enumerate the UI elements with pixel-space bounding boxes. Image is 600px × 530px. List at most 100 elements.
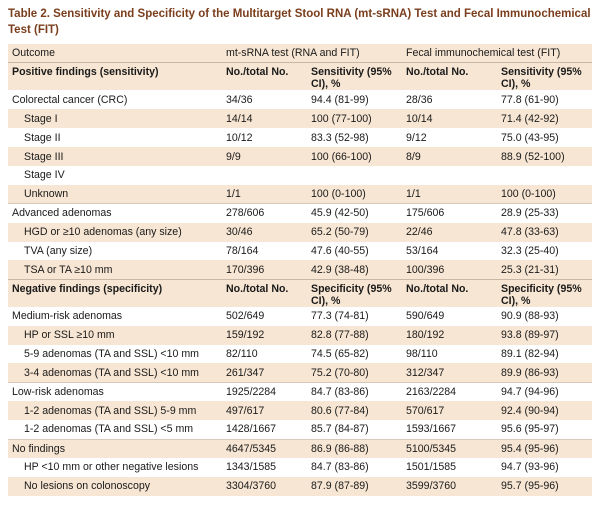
- mt-srna-sensitivity: 75.2 (70-80): [307, 363, 402, 383]
- mt-srna-count: 159/192: [222, 325, 307, 345]
- mt-srna-stat-header: Specificity (95% CI), %: [307, 278, 402, 307]
- row-label: Stage IV: [24, 169, 65, 182]
- mt-srna-sensitivity: 85.7 (84-87): [311, 423, 369, 436]
- fit-count: 590/649: [406, 310, 445, 323]
- row-label: 1-2 adenomas (TA and SSL) 5-9 mm: [8, 401, 222, 421]
- mt-srna-count: [222, 166, 307, 185]
- mt-srna-stat-header: Sensitivity (95% CI), %: [307, 62, 402, 91]
- fit-count: 570/617: [402, 401, 497, 421]
- section-label: Negative findings (specificity): [8, 278, 222, 307]
- header-mt-srna: mt-sRNA test (RNA and FIT): [222, 44, 402, 63]
- mt-srna-count: 497/617: [222, 401, 307, 421]
- mt-srna-count: 278/606: [222, 203, 307, 223]
- mt-srna-count: 9/9: [222, 147, 307, 166]
- fit-count: 180/192: [402, 325, 497, 345]
- mt-srna-count: 261/347: [222, 363, 307, 383]
- fit-count: 2163/2284: [402, 381, 497, 402]
- table-row: Medium-risk adenomas 502/649 77.3 (74-81) 5…: [8, 307, 592, 326]
- table-row: 3-4 adenomas (TA and SSL) <10 mm 261/347 7…: [8, 363, 593, 383]
- fit-sensitivity: 28.9 (25-33): [497, 203, 593, 223]
- row-label: Advanced adenomas: [8, 203, 222, 223]
- table-header-row: Outcome mt-sRNA test (RNA and FIT) Fecal…: [8, 44, 593, 63]
- fit-count: 98/110: [406, 348, 438, 361]
- fit-sensitivity: [497, 166, 592, 185]
- row-label: Colorectal cancer (CRC): [12, 93, 128, 106]
- mt-srna-count: 1925/2284: [222, 381, 307, 402]
- mt-srna-sensitivity: 100 (0-100): [307, 184, 402, 204]
- row-label: HP or SSL ≥10 mm: [8, 325, 222, 345]
- mt-srna-sensitivity: 82.8 (77-88): [307, 325, 402, 345]
- mt-srna-sensitivity: 45.9 (42-50): [307, 203, 402, 223]
- fit-sensitivity: 88.9 (52-100): [497, 147, 593, 166]
- table-row: Advanced adenomas 278/606 45.9 (42-50) 175/…: [8, 203, 593, 223]
- row-label: No lesions on colonoscopy: [8, 476, 222, 496]
- fit-count: 3599/3760: [402, 476, 497, 496]
- table-row: No findings 4647/5345 86.9 (86-88) 5100/534…: [8, 438, 593, 458]
- fit-sensitivity: 95.6 (95-97): [501, 423, 559, 436]
- mt-srna-count: 78/164: [226, 244, 259, 257]
- table-row: 1-2 adenomas (TA and SSL) <5 mm 1428/1667…: [8, 420, 592, 439]
- fit-sensitivity: 25.3 (21-31): [497, 260, 593, 280]
- row-label: HP <10 mm or other negative lesions: [24, 461, 199, 474]
- table-title: Table 2. Sensitivity and Specificity of …: [8, 8, 591, 36]
- fit-count: 1593/1667: [406, 423, 457, 436]
- mt-srna-sensitivity: [307, 166, 402, 185]
- mt-srna-count: 170/396: [222, 260, 307, 280]
- fit-sensitivity: 95.4 (95-96): [497, 438, 593, 458]
- mt-srna-sensitivity: 87.9 (87-89): [307, 476, 402, 496]
- row-label: Medium-risk adenomas: [12, 310, 123, 323]
- row-label: Stage II: [24, 131, 61, 144]
- fit-sensitivity: 32.3 (25-40): [501, 244, 559, 257]
- fit-count: 312/347: [402, 363, 497, 383]
- fit-sensitivity: 100 (0-100): [497, 184, 593, 204]
- mt-srna-sensitivity: 83.3 (52-98): [311, 131, 369, 144]
- mt-srna-count: 30/46: [222, 222, 307, 242]
- mt-srna-count-header: No./total No.: [222, 62, 307, 91]
- table-row: TSA or TA ≥10 mm 170/396 42.9 (38-48) 100/3…: [8, 260, 593, 280]
- fit-sensitivity: 71.4 (42-92): [497, 109, 593, 129]
- mt-srna-sensitivity: 94.4 (81-99): [311, 93, 369, 106]
- fit-count: 5100/5345: [402, 438, 497, 458]
- fit-count: 9/12: [406, 131, 427, 144]
- mt-srna-count: 1428/1667: [226, 423, 277, 436]
- mt-srna-count: 10/12: [226, 131, 253, 144]
- fit-count: [402, 166, 497, 185]
- fit-count: 1501/1585: [406, 461, 457, 474]
- mt-srna-sensitivity: 86.9 (86-88): [307, 438, 402, 458]
- mt-srna-count: 14/14: [222, 109, 307, 129]
- fit-sensitivity: 47.8 (33-63): [497, 222, 593, 242]
- table-row: Low-risk adenomas 1925/2284 84.7 (83-86) 21…: [8, 381, 593, 402]
- fit-stat-header: Specificity (95% CI), %: [497, 278, 593, 307]
- table-row: Stage II 10/12 83.3 (52-98) 9/12 75.0 (43-95…: [8, 128, 592, 147]
- mt-srna-sensitivity: 77.3 (74-81): [311, 310, 369, 323]
- fit-sensitivity: 94.7 (94-96): [497, 381, 593, 402]
- fit-sensitivity: 94.7 (93-96): [501, 461, 559, 474]
- fit-sensitivity: 90.9 (88-93): [501, 310, 559, 323]
- row-label: Stage III: [8, 147, 222, 166]
- fit-sensitivity: 75.0 (43-95): [501, 131, 559, 144]
- mt-srna-count: 1/1: [222, 184, 307, 204]
- fit-count: 10/14: [402, 109, 497, 129]
- fit-count: 100/396: [402, 260, 497, 280]
- section-label: Positive findings (sensitivity): [8, 62, 222, 91]
- table-row: HP <10 mm or other negative lesions 1343/…: [8, 458, 592, 477]
- table-row: HP or SSL ≥10 mm 159/192 82.8 (77-88) 180/1…: [8, 325, 593, 345]
- table-row: Stage I 14/14 100 (77-100) 10/14 71.4 (42-92…: [8, 109, 593, 129]
- row-label: Unknown: [8, 184, 222, 204]
- results-table: Outcome mt-sRNA test (RNA and FIT) Fecal…: [8, 44, 593, 496]
- fit-count: 175/606: [402, 203, 497, 223]
- row-label: 1-2 adenomas (TA and SSL) <5 mm: [24, 423, 194, 436]
- mt-srna-sensitivity: 100 (77-100): [307, 109, 402, 129]
- mt-srna-count: 1343/1585: [226, 461, 277, 474]
- table-row: No lesions on colonoscopy 3304/3760 87.9 (…: [8, 476, 593, 496]
- table-row: Stage III 9/9 100 (66-100) 8/9 88.9 (52-100): [8, 147, 593, 166]
- mt-srna-sensitivity: 47.6 (40-55): [311, 244, 369, 257]
- fit-stat-header: Sensitivity (95% CI), %: [497, 62, 593, 91]
- fit-count: 22/46: [402, 222, 497, 242]
- row-label: TVA (any size): [24, 244, 93, 257]
- fit-count: 8/9: [402, 147, 497, 166]
- fit-count-header: No./total No.: [402, 62, 497, 91]
- mt-srna-count: 3304/3760: [222, 476, 307, 496]
- table-body: Positive findings (sensitivity) No./total…: [8, 62, 593, 496]
